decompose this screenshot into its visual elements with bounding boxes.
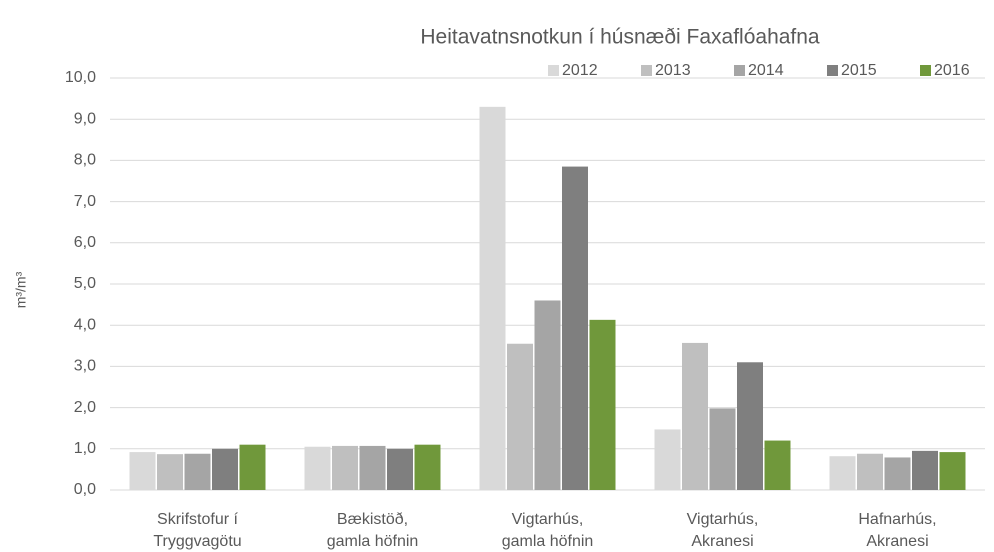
chart-title: Heitavatnsnotkun í húsnæði Faxaflóahafna	[420, 26, 820, 49]
bar	[414, 444, 441, 490]
y-tick-label: 2,0	[74, 399, 96, 416]
bar	[507, 343, 533, 490]
bar	[589, 319, 616, 490]
bar	[709, 408, 736, 490]
bar	[212, 448, 238, 490]
bar	[184, 453, 211, 490]
bar	[939, 452, 966, 490]
y-axis-label: m³/m³	[13, 271, 29, 308]
bar	[912, 450, 938, 490]
y-tick-label: 8,0	[74, 152, 96, 169]
y-tick-label: 7,0	[74, 193, 96, 210]
legend-swatch	[641, 65, 652, 76]
bar	[479, 106, 506, 490]
bar	[359, 445, 386, 490]
legend-swatch	[920, 65, 931, 76]
y-tick-label: 9,0	[74, 110, 96, 127]
bar	[654, 429, 681, 490]
legend-swatch	[548, 65, 559, 76]
x-tick-label: Vigtarhús, gamla höfnin	[501, 511, 594, 550]
bar	[562, 166, 588, 490]
y-tick-label: 4,0	[74, 316, 96, 333]
x-tick-label: Skrifstofur í Tryggvagötu	[153, 511, 242, 550]
x-tick-label: Bækistöð, gamla höfnin	[326, 511, 419, 550]
bar	[682, 342, 708, 490]
y-tick-label: 0,0	[74, 481, 96, 498]
bar	[304, 446, 331, 490]
legend-label: 2015	[841, 62, 877, 79]
y-tick-label: 5,0	[74, 275, 96, 292]
bar	[737, 362, 763, 490]
bar	[332, 445, 358, 490]
bar	[884, 457, 911, 490]
x-tick-label: Vigtarhús, Akranesi	[686, 511, 759, 550]
bar	[857, 453, 883, 490]
legend-swatch	[827, 65, 838, 76]
legend-label: 2013	[655, 62, 691, 79]
bar	[387, 448, 413, 490]
bar	[239, 444, 266, 490]
y-tick-label: 10,0	[65, 69, 96, 86]
y-tick-label: 1,0	[74, 440, 96, 457]
bar	[157, 454, 183, 490]
bar	[129, 452, 156, 490]
y-tick-label: 3,0	[74, 358, 96, 375]
y-tick-label: 6,0	[74, 234, 96, 251]
legend-label: 2014	[748, 62, 784, 79]
legend-label: 2012	[562, 62, 598, 79]
legend-swatch	[734, 65, 745, 76]
x-tick-label: Hafnarhús, Akranesi	[858, 511, 937, 550]
bar	[829, 456, 856, 490]
bar	[534, 300, 561, 490]
legend-label: 2016	[934, 62, 970, 79]
bar	[764, 440, 791, 490]
